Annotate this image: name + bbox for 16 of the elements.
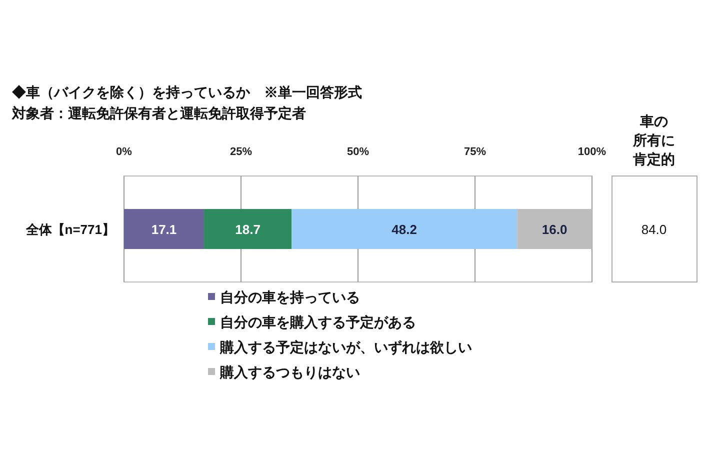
x-tick-label: 25% xyxy=(230,146,252,158)
x-tick-label: 50% xyxy=(346,146,370,158)
data-label: 48.2 xyxy=(392,222,417,237)
text: 所有に xyxy=(632,132,675,148)
text: 肯定的 xyxy=(632,151,675,167)
data-label: 18.7 xyxy=(235,222,260,237)
x-tick-label: 100% xyxy=(578,146,606,158)
text: 84.0 xyxy=(641,222,667,237)
data-label: 17.1 xyxy=(151,222,177,237)
chart-title: ◆車（バイクを除く）を持っているか ※単一回答形式 xyxy=(12,84,362,100)
chart-subtitle: 対象者：運転免許保有者と運転免許取得予定者 xyxy=(11,105,306,121)
text: 車の xyxy=(639,113,668,129)
y-tick-label: 全体【n=771】 xyxy=(24,222,115,237)
x-tick-label: 0% xyxy=(116,146,132,158)
x-tick-label: 75% xyxy=(464,146,486,158)
data-label: 16.0 xyxy=(542,222,568,237)
